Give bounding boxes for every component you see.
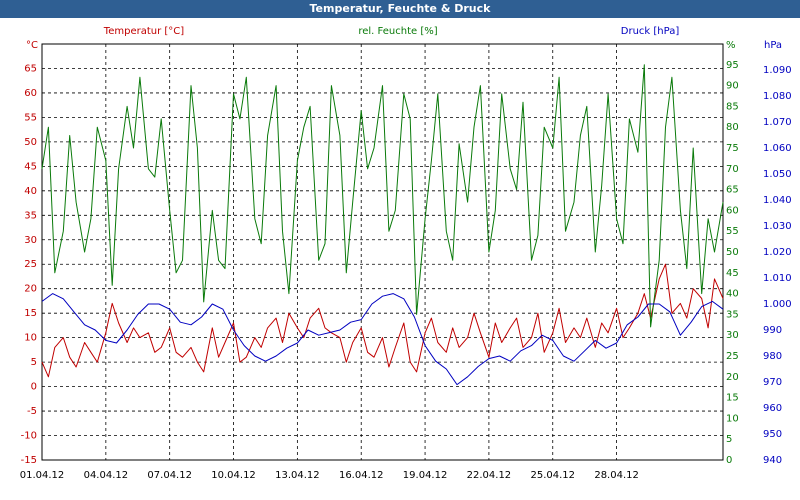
x-tick-label: 16.04.12 (339, 470, 384, 481)
y-tick-humidity: 0 (726, 455, 732, 466)
y-tick-humidity: 80 (726, 122, 739, 133)
y-tick-pressure: 1.030 (763, 221, 792, 232)
axis-title-humidity: rel. Feuchte [%] (358, 26, 437, 37)
axis-labels: 01.04.12 04.04.12 07.04.12 10.04.12 13.04.12… (20, 60, 792, 481)
y-tick-humidity: 60 (726, 205, 739, 216)
unit-temperature: °C (26, 40, 38, 51)
axis-title-pressure: Druck [hPa] (621, 26, 680, 37)
series-group (41, 64, 724, 386)
y-tick-humidity: 90 (726, 81, 739, 92)
x-tick-label: 07.04.12 (147, 470, 192, 481)
y-tick-humidity: 55 (726, 226, 739, 237)
y-tick-temperature: 35 (24, 210, 37, 221)
y-tick-pressure: 980 (763, 351, 782, 362)
x-tick-label: 10.04.12 (211, 470, 256, 481)
y-tick-pressure: 1.010 (763, 273, 792, 284)
y-tick-temperature: -10 (21, 431, 37, 442)
y-tick-temperature: 30 (24, 235, 37, 246)
x-tick-label: 04.04.12 (84, 470, 129, 481)
y-tick-humidity: 40 (726, 289, 739, 300)
y-tick-pressure: 1.040 (763, 195, 792, 206)
y-tick-humidity: 95 (726, 60, 739, 71)
y-tick-temperature: 0 (31, 382, 37, 393)
y-tick-humidity: 10 (726, 413, 739, 424)
y-tick-pressure: 960 (763, 403, 782, 414)
y-tick-humidity: 50 (726, 247, 739, 258)
y-tick-humidity: 5 (726, 434, 732, 445)
y-tick-temperature: 60 (24, 88, 37, 99)
y-tick-pressure: 940 (763, 455, 782, 466)
y-tick-humidity: 20 (726, 372, 739, 383)
y-tick-temperature: 50 (24, 137, 37, 148)
y-tick-pressure: 1.070 (763, 117, 792, 128)
y-tick-humidity: 45 (726, 268, 739, 279)
y-tick-humidity: 70 (726, 164, 739, 175)
y-tick-temperature: 15 (24, 308, 37, 319)
unit-humidity: % (726, 40, 736, 51)
y-tick-pressure: 1.050 (763, 169, 792, 180)
y-tick-temperature: 45 (24, 161, 37, 172)
y-tick-pressure: 1.090 (763, 65, 792, 76)
y-tick-humidity: 30 (726, 330, 739, 341)
unit-pressure: hPa (764, 40, 782, 51)
series-pressure (41, 293, 724, 386)
y-tick-temperature: 65 (24, 63, 37, 74)
chart-title: Temperatur, Feuchte & Druck (0, 0, 800, 18)
series-humidity (41, 64, 724, 328)
y-tick-pressure: 1.060 (763, 143, 792, 154)
y-tick-humidity: 75 (726, 143, 739, 154)
y-tick-temperature: 25 (24, 259, 37, 270)
y-tick-humidity: 25 (726, 351, 739, 362)
x-tick-label: 22.04.12 (467, 470, 512, 481)
y-tick-humidity: 65 (726, 185, 739, 196)
y-tick-temperature: 5 (31, 357, 37, 368)
y-tick-temperature: 55 (24, 112, 37, 123)
x-tick-label: 13.04.12 (275, 470, 320, 481)
series-temperature (41, 263, 724, 378)
y-tick-humidity: 85 (726, 101, 739, 112)
axis-title-temperature: Temperatur [°C] (103, 26, 184, 37)
y-tick-temperature: -15 (21, 455, 37, 466)
plot-area (41, 43, 724, 461)
y-tick-temperature: 10 (24, 333, 37, 344)
y-tick-pressure: 990 (763, 325, 782, 336)
y-tick-pressure: 1.020 (763, 247, 792, 258)
y-tick-temperature: 20 (24, 284, 37, 295)
x-tick-label: 25.04.12 (530, 470, 575, 481)
y-tick-pressure: 1.000 (763, 299, 792, 310)
y-tick-humidity: 15 (726, 393, 739, 404)
y-tick-temperature: 40 (24, 186, 37, 197)
y-tick-temperature: -5 (27, 406, 37, 417)
x-tick-label: 01.04.12 (20, 470, 65, 481)
y-tick-pressure: 970 (763, 377, 782, 388)
y-tick-humidity: 35 (726, 309, 739, 320)
y-tick-pressure: 1.080 (763, 91, 792, 102)
x-tick-label: 28.04.12 (594, 470, 639, 481)
x-tick-label: 19.04.12 (403, 470, 448, 481)
y-tick-pressure: 950 (763, 429, 782, 440)
